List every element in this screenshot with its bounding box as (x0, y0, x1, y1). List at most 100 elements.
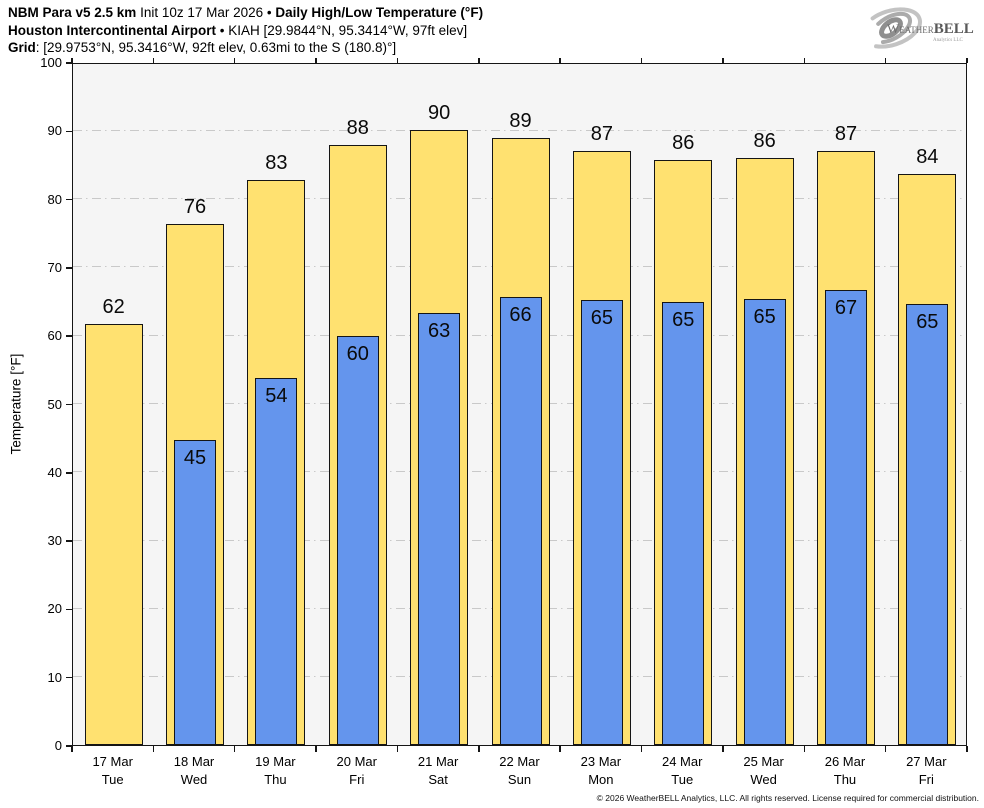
x-tick-bottom (233, 746, 236, 752)
x-label-weekday: Tue (671, 772, 694, 787)
x-axis-label-20-Mar: 20 Mar Fri (317, 753, 397, 789)
x-label-date: 26 Mar (824, 754, 866, 769)
hurricane-swirl-icon (859, 7, 923, 49)
y-tick-left (66, 198, 72, 201)
x-label-weekday: Wed (180, 772, 208, 787)
low-value-label: 65 (590, 306, 613, 329)
gridline-90 (73, 129, 966, 131)
low-bar-18-Mar (174, 439, 217, 745)
low-value-label: 63 (428, 319, 451, 342)
y-axis-tick-label-60: 60 (47, 328, 62, 344)
y-tick-left (66, 335, 72, 337)
high-value-label: 62 (102, 295, 125, 318)
x-label-date: 24 Mar (661, 754, 703, 769)
model-name: NBM Para v5 2.5 km (8, 5, 137, 20)
weatherbell-logo: WeatherBELL Analytics LLC (859, 7, 974, 49)
x-label-weekday: Thu (833, 772, 857, 787)
high-value-label: 83 (265, 152, 288, 175)
x-tick-bottom (152, 746, 155, 752)
x-axis-label-22-Mar: 22 Mar Sun (480, 753, 560, 789)
x-tick-bottom (966, 746, 968, 752)
copyright-notice: © 2026 WeatherBELL Analytics, LLC. All r… (596, 793, 979, 803)
x-tick-bottom (71, 746, 73, 752)
low-bar-24-Mar (662, 302, 705, 745)
logo-text: WeatherBELL (887, 21, 974, 37)
x-label-weekday: Fri (918, 772, 934, 787)
product-title: Daily High/Low Temperature (°F) (275, 5, 484, 20)
y-tick-left (66, 676, 72, 679)
high-value-label: 87 (834, 122, 858, 145)
x-label-date: 23 Mar (580, 754, 622, 769)
x-label-weekday: Mon (588, 772, 614, 787)
y-tick-left (66, 267, 72, 269)
y-tick-left (66, 745, 72, 747)
y-tick-left (66, 62, 72, 64)
chart-header: NBM Para v5 2.5 km Init 10z 17 Mar 2026 … (8, 4, 483, 57)
y-tick-left (66, 403, 72, 406)
x-axis-label-26-Mar: 26 Mar Thu (805, 753, 885, 789)
x-tick-top (803, 58, 806, 63)
x-axis-label-23-Mar: 23 Mar Mon (561, 753, 641, 789)
high-bar-17-Mar (84, 323, 143, 745)
y-axis-tick-label-80: 80 (47, 191, 62, 207)
y-axis-tick-label-50: 50 (47, 396, 62, 412)
station-details: • KIAH [29.9844°N, 95.3414°W, 97ft elev] (216, 22, 468, 38)
x-tick-bottom (722, 746, 724, 752)
logo-weather-text: Weather (887, 21, 934, 36)
y-axis-tick-label-10: 10 (47, 669, 62, 685)
x-label-date: 19 Mar (255, 754, 296, 769)
x-tick-bottom (803, 746, 806, 752)
low-bar-26-Mar (824, 290, 867, 745)
init-time: Init 10z 17 Mar 2026 (136, 5, 267, 20)
x-label-date: 21 Mar (417, 754, 459, 769)
low-bar-23-Mar (580, 299, 623, 745)
low-value-label: 60 (346, 342, 369, 365)
high-value-label: 86 (753, 129, 776, 152)
x-tick-top (966, 58, 968, 63)
y-axis-tick-label-90: 90 (47, 123, 62, 139)
x-tick-bottom (884, 746, 887, 752)
x-axis-label-21-Mar: 21 Mar Sat (398, 753, 478, 789)
x-axis-label-27-Mar: 27 Mar Fri (886, 753, 966, 789)
low-value-label: 65 (672, 309, 695, 332)
low-value-label: 65 (753, 306, 776, 328)
low-value-label: 65 (916, 310, 939, 333)
x-axis-label-19-Mar: 19 Mar Thu (235, 753, 315, 789)
x-tick-top (884, 58, 887, 63)
low-value-label: 54 (265, 385, 288, 408)
station-name: Houston Intercontinental Airport (8, 22, 216, 38)
plot-area: 62 76 45 83 54 88 60 90 63 89 66 87 65 86 65 86 65 87 67 84… (72, 63, 967, 746)
x-label-date: 27 Mar (906, 754, 947, 769)
y-axis-title: Temperature [°F] (8, 353, 24, 455)
x-axis-label-25-Mar: 25 Mar Wed (724, 753, 804, 789)
high-value-label: 87 (590, 122, 613, 145)
x-label-date: 22 Mar (499, 754, 540, 769)
y-tick-left (66, 608, 72, 611)
low-value-label: 45 (183, 446, 207, 469)
x-label-weekday: Tue (101, 772, 124, 787)
x-tick-bottom (315, 746, 317, 752)
x-tick-bottom (640, 746, 643, 752)
x-label-weekday: Sun (507, 772, 532, 787)
x-tick-bottom (396, 746, 399, 752)
x-axis-label-24-Mar: 24 Mar Tue (642, 753, 722, 789)
x-tick-top (640, 58, 643, 63)
y-axis-tick-label-20: 20 (47, 601, 62, 617)
y-axis-tick-label-100: 100 (40, 55, 62, 70)
header-line2: Houston Intercontinental Airport • KIAH … (8, 22, 483, 40)
low-bar-19-Mar (255, 378, 298, 745)
logo-bell-text: BELL (934, 21, 974, 37)
x-axis-label-17-Mar: 17 Mar Tue (73, 753, 153, 789)
x-label-weekday: Fri (349, 772, 365, 787)
x-tick-top (559, 58, 561, 63)
low-value-label: 66 (509, 303, 532, 326)
x-label-weekday: Wed (750, 772, 777, 787)
high-value-label: 76 (183, 195, 207, 218)
y-tick-left (66, 130, 72, 133)
x-tick-top (396, 58, 399, 63)
logo-subtext: Analytics LLC (933, 38, 964, 43)
x-label-date: 20 Mar (336, 754, 377, 769)
low-bar-22-Mar (499, 296, 542, 745)
low-bar-27-Mar (906, 303, 949, 745)
